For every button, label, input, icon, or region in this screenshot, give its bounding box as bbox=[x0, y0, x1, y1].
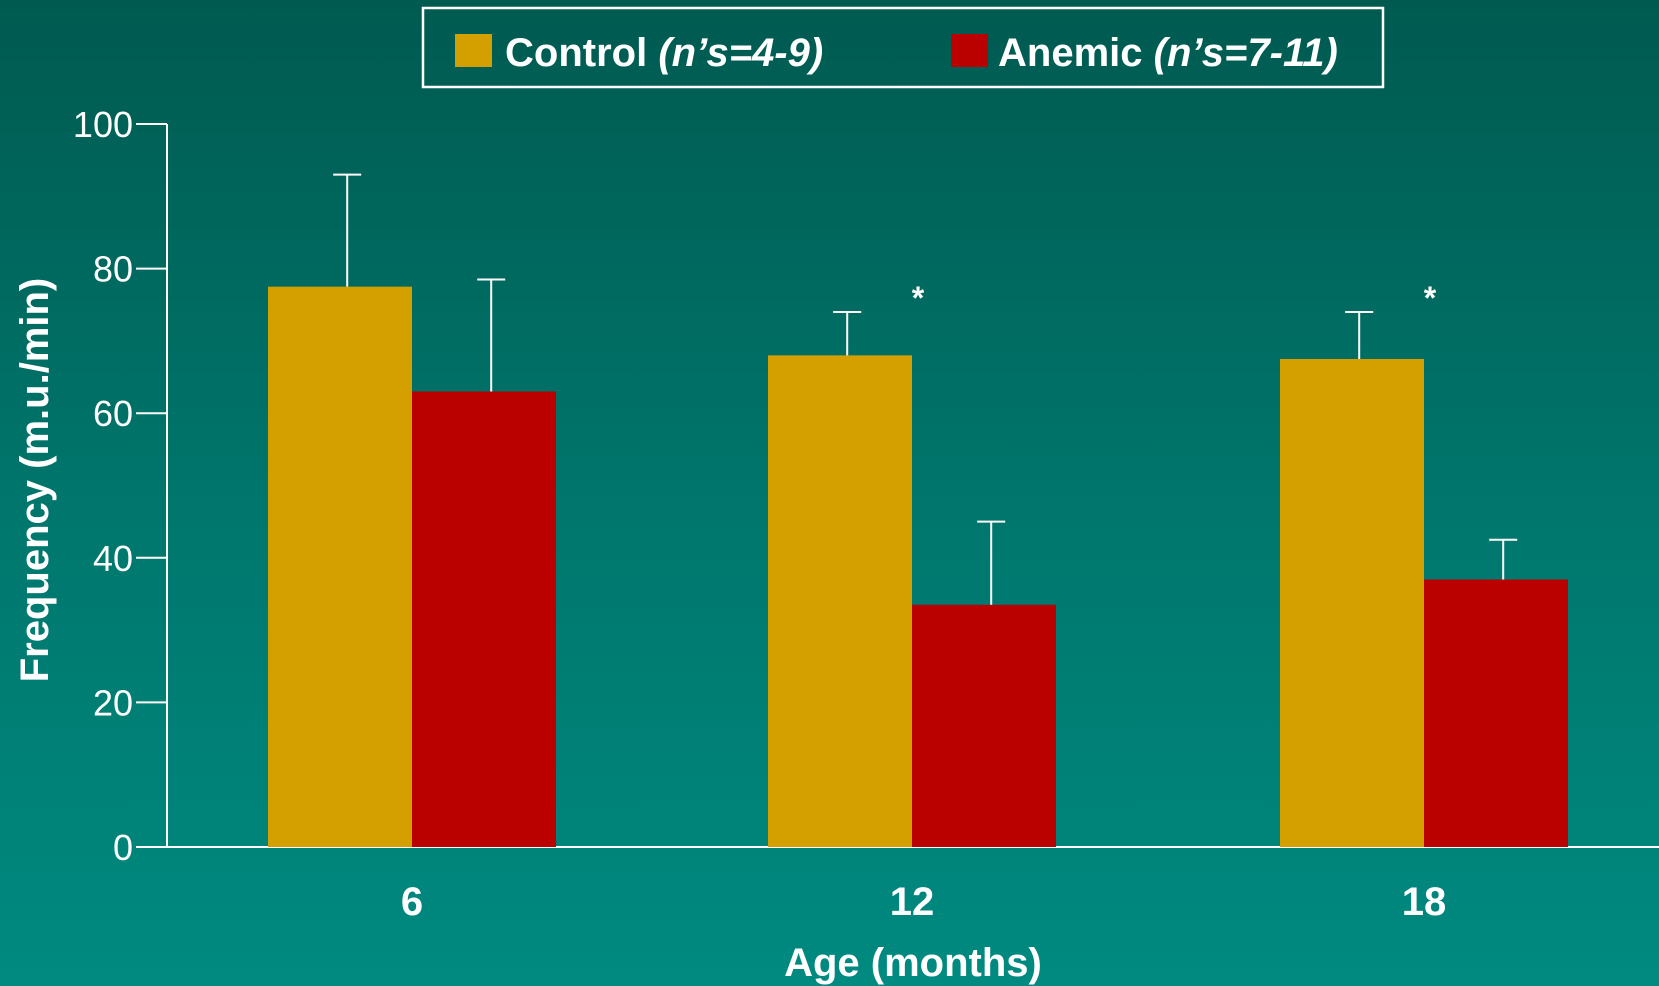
legend-label-anemic: Anemic (n’s=7-11) bbox=[998, 31, 1338, 75]
bar-anemic-18 bbox=[1424, 579, 1568, 847]
x-tick-label-12: 12 bbox=[890, 880, 935, 924]
y-tick-label-80: 80 bbox=[93, 249, 133, 290]
x-tick-label-18: 18 bbox=[1402, 880, 1447, 924]
y-axis-title: Frequency (m.u./min) bbox=[13, 278, 57, 683]
error-bar-control-12 bbox=[833, 310, 862, 356]
error-bar-control-6 bbox=[333, 173, 362, 287]
y-tick-label-20: 20 bbox=[93, 682, 133, 723]
significance-marker-18: * bbox=[1424, 280, 1437, 316]
bar-control-6 bbox=[268, 286, 412, 847]
bar-anemic-6 bbox=[412, 391, 556, 847]
error-bar-anemic-6 bbox=[477, 278, 506, 392]
error-bar-anemic-18 bbox=[1489, 538, 1518, 580]
y-tick-label-60: 60 bbox=[93, 393, 133, 434]
legend: Control (n’s=4-9) Anemic (n’s=7-11) bbox=[421, 6, 1385, 89]
legend-swatch-anemic bbox=[951, 34, 988, 67]
legend-label-control: Control (n’s=4-9) bbox=[505, 31, 823, 75]
y-tick-label-0: 0 bbox=[113, 827, 133, 868]
bar-control-12 bbox=[768, 355, 912, 847]
y-tick-label-40: 40 bbox=[93, 538, 133, 579]
legend-note-control: (n’s=4-9) bbox=[658, 31, 823, 75]
x-tick-label-6: 6 bbox=[401, 880, 423, 924]
y-tick-label-100: 100 bbox=[73, 104, 133, 145]
legend-box bbox=[421, 6, 1385, 89]
x-axis-title: Age (months) bbox=[784, 941, 1042, 985]
bar-anemic-12 bbox=[912, 604, 1056, 847]
error-bar-control-18 bbox=[1345, 310, 1374, 359]
legend-swatch-control bbox=[455, 34, 492, 67]
error-bar-anemic-12 bbox=[977, 520, 1006, 605]
significance-marker-12: * bbox=[912, 280, 925, 316]
bar-control-18 bbox=[1280, 358, 1424, 847]
legend-note-anemic: (n’s=7-11) bbox=[1154, 31, 1338, 75]
